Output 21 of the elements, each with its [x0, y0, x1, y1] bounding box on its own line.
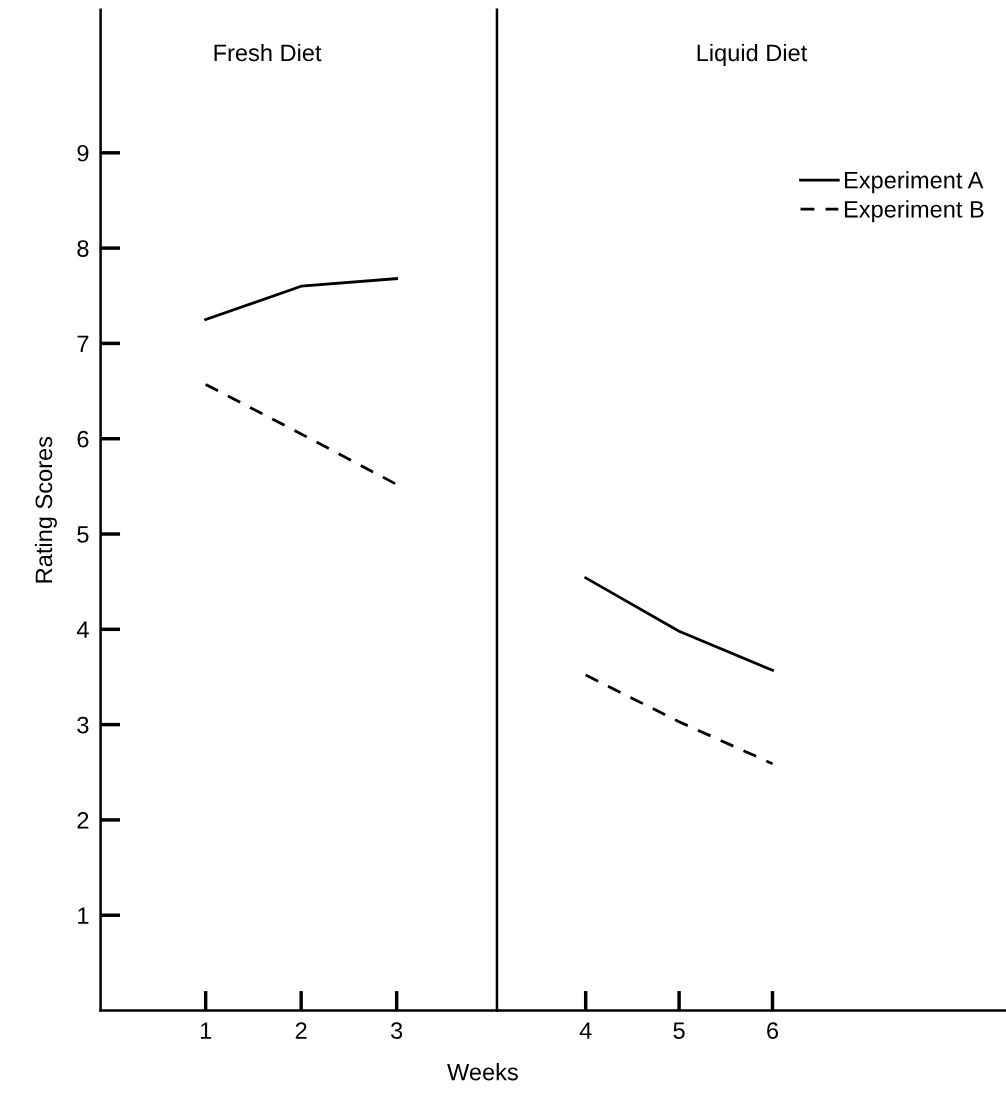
- y-axis-title: Rating Scores: [34, 436, 57, 583]
- legend-label: Experiment A: [844, 171, 984, 194]
- x-tick-label: 2: [295, 1022, 307, 1039]
- y-tick-label: 4: [76, 621, 89, 638]
- y-tick-label: 3: [77, 716, 89, 734]
- x-tick-label: 6: [767, 1022, 779, 1039]
- y-tick-label: 2: [77, 811, 89, 829]
- x-axis-title: Weeks: [447, 1063, 518, 1081]
- y-tick-label: 8: [77, 240, 89, 257]
- y-tick-label: 7: [77, 335, 89, 352]
- y-tick-label: 1: [78, 907, 89, 924]
- text: Liquid Diet: [697, 43, 808, 66]
- text: Fresh Diet: [214, 43, 322, 62]
- x-tick-label: 4: [579, 1022, 592, 1039]
- x-tick-label: 5: [673, 1022, 685, 1039]
- x-tick-label: 3: [391, 1022, 403, 1039]
- legend-label: Experiment B: [844, 200, 984, 223]
- y-tick-label: 6: [77, 430, 89, 448]
- x-tick-label: 1: [200, 1022, 212, 1039]
- y-tick-label: 9: [77, 144, 89, 162]
- y-tick-label: 5: [77, 526, 89, 543]
